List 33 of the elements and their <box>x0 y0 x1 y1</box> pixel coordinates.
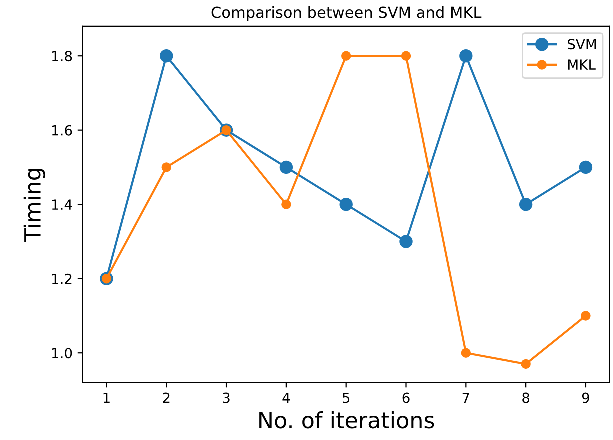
point <box>282 200 292 210</box>
x-tick-label: 7 <box>462 392 470 404</box>
y-tick-label: 1.4 <box>52 200 72 210</box>
x-tick-label: 2 <box>163 392 170 404</box>
point <box>162 162 172 172</box>
point <box>280 160 294 174</box>
point <box>160 50 174 63</box>
x-tick-label: 9 <box>582 392 590 404</box>
point <box>460 50 473 63</box>
x-tick-label: 4 <box>282 392 290 404</box>
x-tick-label: 3 <box>223 392 230 404</box>
y-axis-title: Timing <box>24 169 46 242</box>
point <box>519 198 533 212</box>
x-tick-label: 1 <box>104 392 110 404</box>
y-tick-label: 1.8 <box>52 51 72 62</box>
point <box>581 311 591 321</box>
point <box>579 160 593 174</box>
legend-label: SVM <box>568 39 596 50</box>
point <box>340 198 353 212</box>
x-tick-label: 8 <box>522 392 530 404</box>
point <box>461 348 472 358</box>
point <box>521 359 531 370</box>
chart-title: Comparison between SVM and MKL <box>212 6 482 22</box>
y-tick-label: 1.0 <box>52 348 72 359</box>
point <box>400 235 413 248</box>
x-tick-label: 6 <box>402 392 410 404</box>
x-axis-title: No. of iterations <box>260 412 434 429</box>
legend-label: MKL <box>568 60 596 70</box>
y-tick-label: 1.6 <box>52 125 72 136</box>
point <box>341 51 352 61</box>
y-tick-label: 1.2 <box>52 274 72 284</box>
x-tick-label: 5 <box>343 392 350 404</box>
point <box>401 51 412 61</box>
